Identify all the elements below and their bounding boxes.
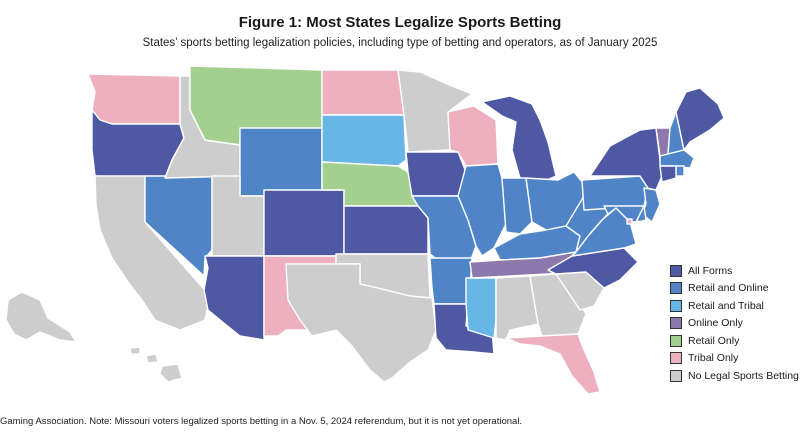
legend: All Forms Retail and Online Retail and T…: [670, 262, 800, 385]
state-illinois: [457, 163, 507, 257]
state-pennsylvania: [581, 175, 649, 211]
state-district-of-columbia: [626, 218, 633, 225]
legend-label: No Legal Sports Betting: [688, 369, 799, 382]
legend-item-no-legal: No Legal Sports Betting: [670, 367, 800, 385]
legend-swatch: [670, 352, 682, 365]
legend-label: Retail Only: [688, 334, 740, 347]
legend-item-retail-tribal: Retail and Tribal: [670, 297, 800, 315]
state-texas: [285, 263, 437, 383]
legend-label: All Forms: [688, 264, 733, 277]
state-north-dakota: [321, 69, 405, 116]
legend-swatch: [670, 369, 682, 382]
legend-label: Retail and Online: [688, 282, 769, 295]
legend-item-tribal-only: Tribal Only: [670, 350, 800, 368]
footnote: Gaming Association. Note: Missouri voter…: [0, 416, 523, 427]
chart-title: Figure 1: Most States Legalize Sports Be…: [238, 14, 562, 31]
state-rhode-island: [675, 165, 685, 177]
state-wyoming: [239, 127, 323, 197]
state-hawaii: [129, 346, 183, 383]
legend-item-online-only: Online Only: [670, 315, 800, 333]
state-south-dakota: [321, 114, 407, 167]
legend-swatch: [670, 299, 682, 312]
us-map: [5, 65, 725, 395]
state-alaska: [5, 291, 77, 343]
legend-label: Online Only: [688, 317, 743, 330]
state-new-jersey: [641, 187, 661, 223]
state-iowa: [405, 151, 467, 197]
legend-swatch: [670, 282, 682, 295]
state-mississippi: [465, 277, 497, 339]
state-arizona: [203, 255, 265, 341]
state-florida: [505, 333, 601, 395]
state-maine: [675, 87, 725, 151]
legend-label: Tribal Only: [688, 352, 739, 365]
legend-swatch: [670, 334, 682, 347]
legend-item-retail-online: Retail and Online: [670, 280, 800, 298]
chart-subtitle: States’ sports betting legalization poli…: [142, 37, 658, 49]
legend-label: Retail and Tribal: [688, 299, 764, 312]
legend-swatch: [670, 264, 682, 277]
state-indiana: [501, 177, 533, 235]
legend-item-retail-only: Retail Only: [670, 332, 800, 350]
state-connecticut: [659, 165, 677, 183]
state-kansas: [343, 205, 429, 255]
state-colorado: [263, 189, 345, 257]
state-washington: [87, 73, 181, 125]
legend-swatch: [670, 317, 682, 330]
legend-item-all-forms: All Forms: [670, 262, 800, 280]
